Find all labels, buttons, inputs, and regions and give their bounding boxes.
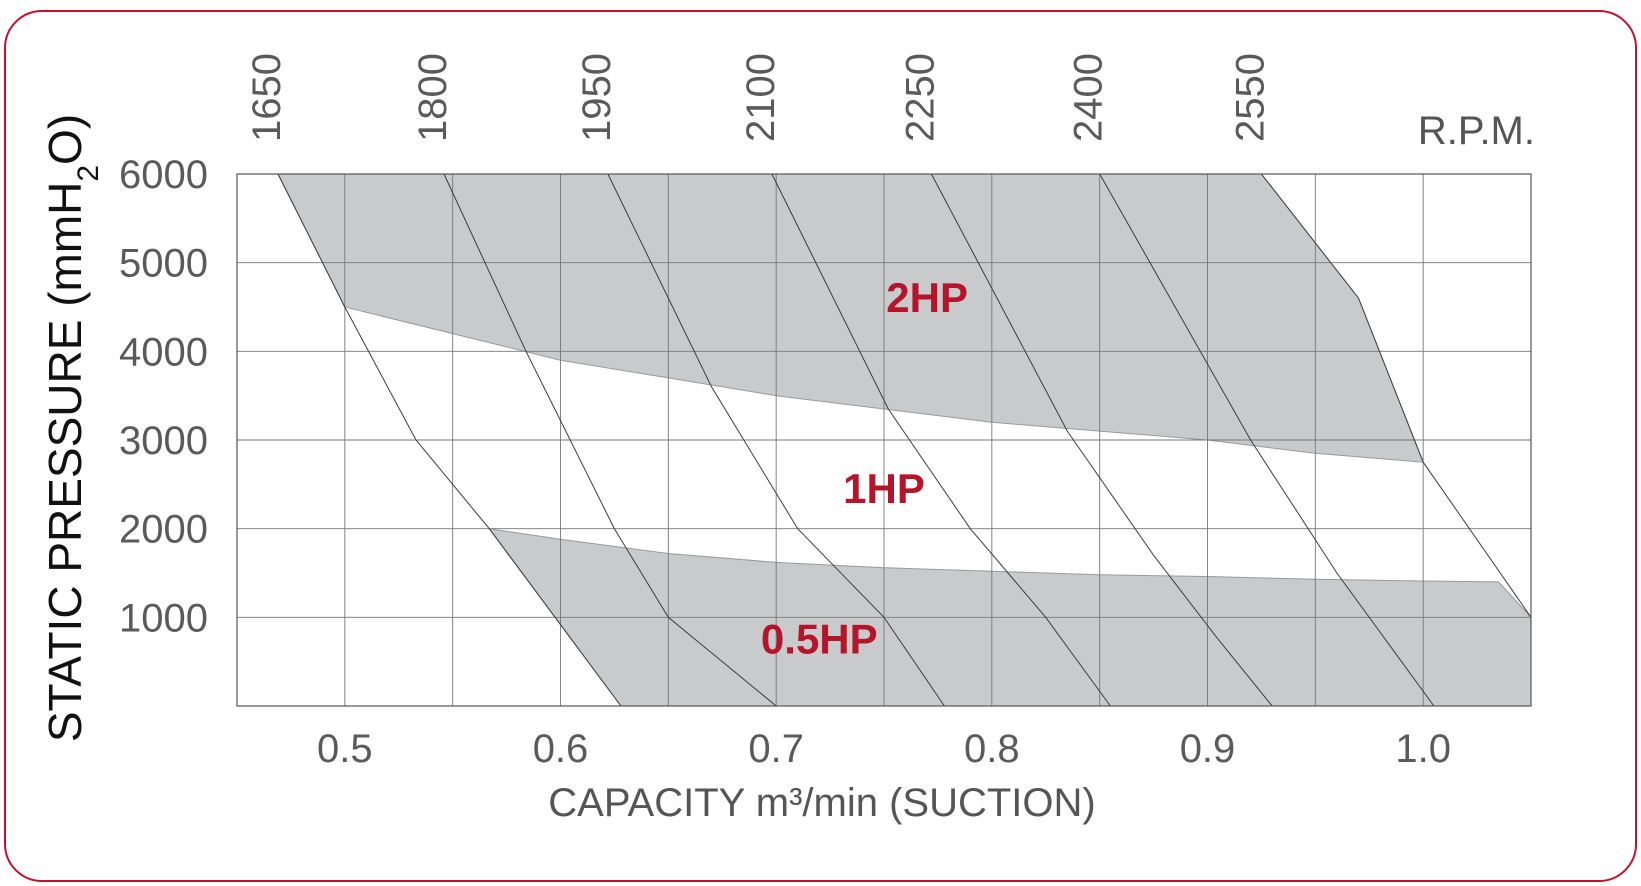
annotation-0-5hp: 0.5HP (761, 616, 878, 663)
y-axis-label-subscript: 2 (72, 165, 105, 182)
y-tick-label: 3000 (119, 419, 208, 463)
rpm-label-2100: 2100 (739, 53, 783, 142)
rpm-tick-labels: 1650 1800 1950 2100 2250 2400 2550 (245, 53, 1272, 142)
plot-border (236, 173, 1532, 707)
y-tick-label: 1000 (119, 596, 208, 640)
rpm-line-2250 (930, 173, 1273, 707)
rpm-line-1950 (607, 173, 945, 707)
hp-annotations: 2HP 1HP 0.5HP (761, 274, 968, 662)
x-tick-label: 0.9 (1180, 727, 1236, 771)
annotation-1hp: 1HP (843, 465, 925, 512)
x-tick-label: 0.6 (533, 727, 589, 771)
chart-frame (4, 10, 1637, 882)
y-axis-label: STATIC PRESSURE (mmH2O) (39, 114, 105, 742)
x-tick-label: 0.5 (317, 727, 373, 771)
rpm-curves (277, 173, 1532, 707)
rpm-label-2550: 2550 (1228, 53, 1272, 142)
rpm-label-2250: 2250 (898, 53, 942, 142)
annotation-2hp: 2HP (886, 274, 968, 321)
y-tick-label: 4000 (119, 330, 208, 374)
rpm-line-1800 (443, 173, 777, 707)
rpm-line-1650 (277, 173, 622, 707)
y-axis-label-main: STATIC PRESSURE (mmH (39, 182, 91, 743)
y-tick-label: 2000 (119, 508, 208, 552)
y-tick-labels: 1000 2000 3000 4000 5000 6000 (119, 153, 208, 640)
y-axis-label-end: O) (39, 114, 91, 165)
rpm-label-2400: 2400 (1067, 53, 1111, 142)
rpm-label-1800: 1800 (411, 53, 455, 142)
y-tick-label: 5000 (119, 242, 208, 286)
x-tick-label: 0.8 (964, 727, 1020, 771)
region-2hp (277, 173, 1424, 463)
rpm-line-2550 (1261, 173, 1532, 618)
y-tick-label: 6000 (119, 153, 208, 197)
x-tick-labels: 0.5 0.6 0.7 0.8 0.9 1.0 (317, 727, 1451, 771)
rpm-label-1650: 1650 (245, 53, 289, 142)
rpm-unit-label: R.P.M. (1418, 109, 1535, 153)
rpm-line-2100 (771, 173, 1111, 707)
x-tick-label: 0.7 (748, 727, 804, 771)
rpm-line-2400 (1099, 173, 1435, 707)
x-axis-label: CAPACITY m³/min (SUCTION) (548, 781, 1095, 825)
rpm-label-1950: 1950 (575, 53, 619, 142)
x-tick-label: 1.0 (1395, 727, 1451, 771)
